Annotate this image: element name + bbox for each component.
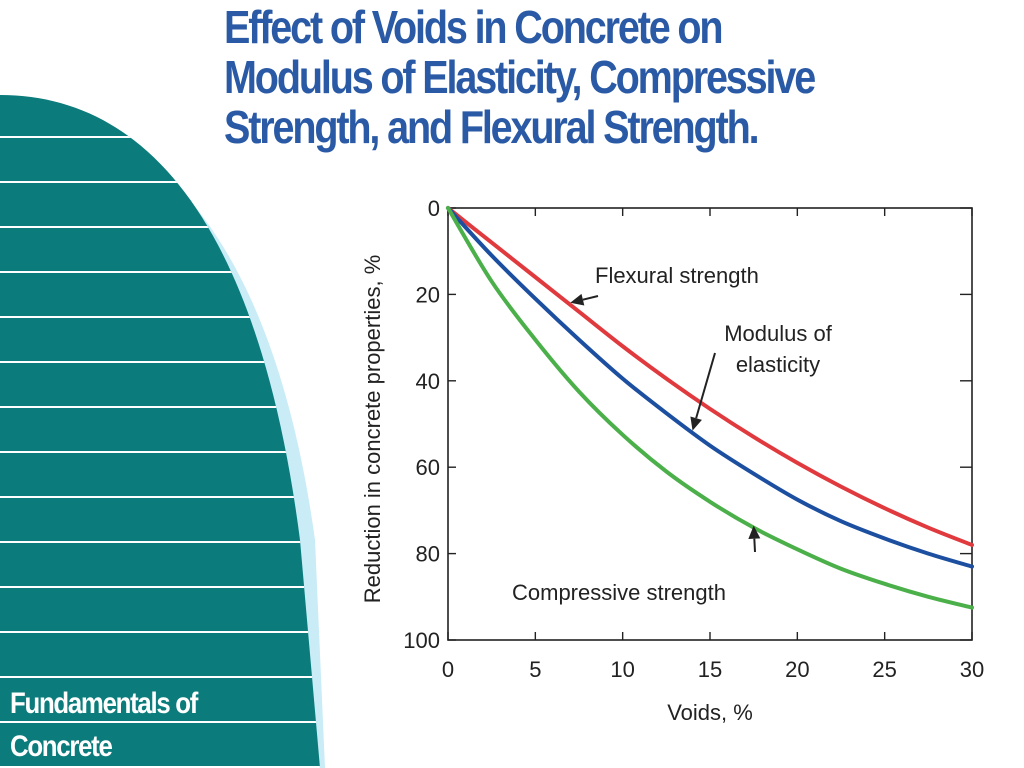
y-tick-label: 100 [403, 628, 440, 653]
annotation-arrow-shaft [695, 352, 716, 419]
x-tick-label: 30 [960, 657, 984, 682]
annotation-modulus-of-elasticity-label: Modulus of [724, 321, 833, 346]
y-axis-label: Reduction in concrete properties, % [360, 255, 385, 604]
x-tick-label: 5 [529, 657, 541, 682]
annotation-arrow-head [570, 293, 585, 306]
slide-title: Effect of Voids in Concrete on Modulus o… [224, 2, 903, 152]
annotation-arrow-shaft [582, 295, 599, 301]
annotation-arrow-shaft [753, 538, 756, 553]
annotation-arrow-head [748, 525, 761, 539]
title-line-1: Effect of Voids in Concrete on [224, 1, 724, 53]
chart-series [446, 206, 974, 610]
teal-shape [0, 95, 320, 768]
title-line-2: Modulus of Elasticity, Compressive [224, 51, 816, 103]
footer-line-2: Concrete [10, 730, 113, 763]
annotation-flexural-strength-label: Flexural strength [595, 263, 759, 288]
footer-line-1: Fundamentals of [10, 687, 198, 720]
x-axis-label: Voids, % [667, 700, 753, 725]
annotation-arrow-head [690, 416, 702, 431]
y-tick-label: 40 [416, 369, 440, 394]
y-tick-label: 0 [428, 196, 440, 221]
x-tick-label: 25 [872, 657, 896, 682]
x-tick-label: 0 [442, 657, 454, 682]
chart-axes: 0 5 10 15 20 25 30 0 20 40 60 80 100 Voids, % Reductio… [360, 196, 984, 725]
title-line-3: Strength, and Flexural Strength. [224, 101, 760, 153]
y-tick-label: 60 [416, 455, 440, 480]
series-line-modulus-of-elasticity [446, 206, 974, 569]
series-line-compressive-strength [446, 206, 974, 610]
footer-label: Fundamentals of Concrete [10, 682, 198, 768]
x-tick-label: 10 [610, 657, 634, 682]
y-tick-label: 20 [416, 282, 440, 307]
y-tick-label: 80 [416, 542, 440, 567]
series-line-flexural-strength [446, 206, 974, 547]
x-tick-label: 20 [785, 657, 809, 682]
voids-effect-chart: 0 5 10 15 20 25 30 0 20 40 60 80 100 Voids, % Reductio… [360, 196, 984, 725]
annotation-compressive-strength-label: Compressive strength [512, 580, 726, 605]
annotation-modulus-of-elasticity-label: elasticity [736, 352, 820, 377]
chart-annotations: Flexural strength Modulus of elasticity Com… [512, 263, 833, 605]
x-tick-label: 15 [698, 657, 722, 682]
white-stripes [0, 136, 320, 768]
